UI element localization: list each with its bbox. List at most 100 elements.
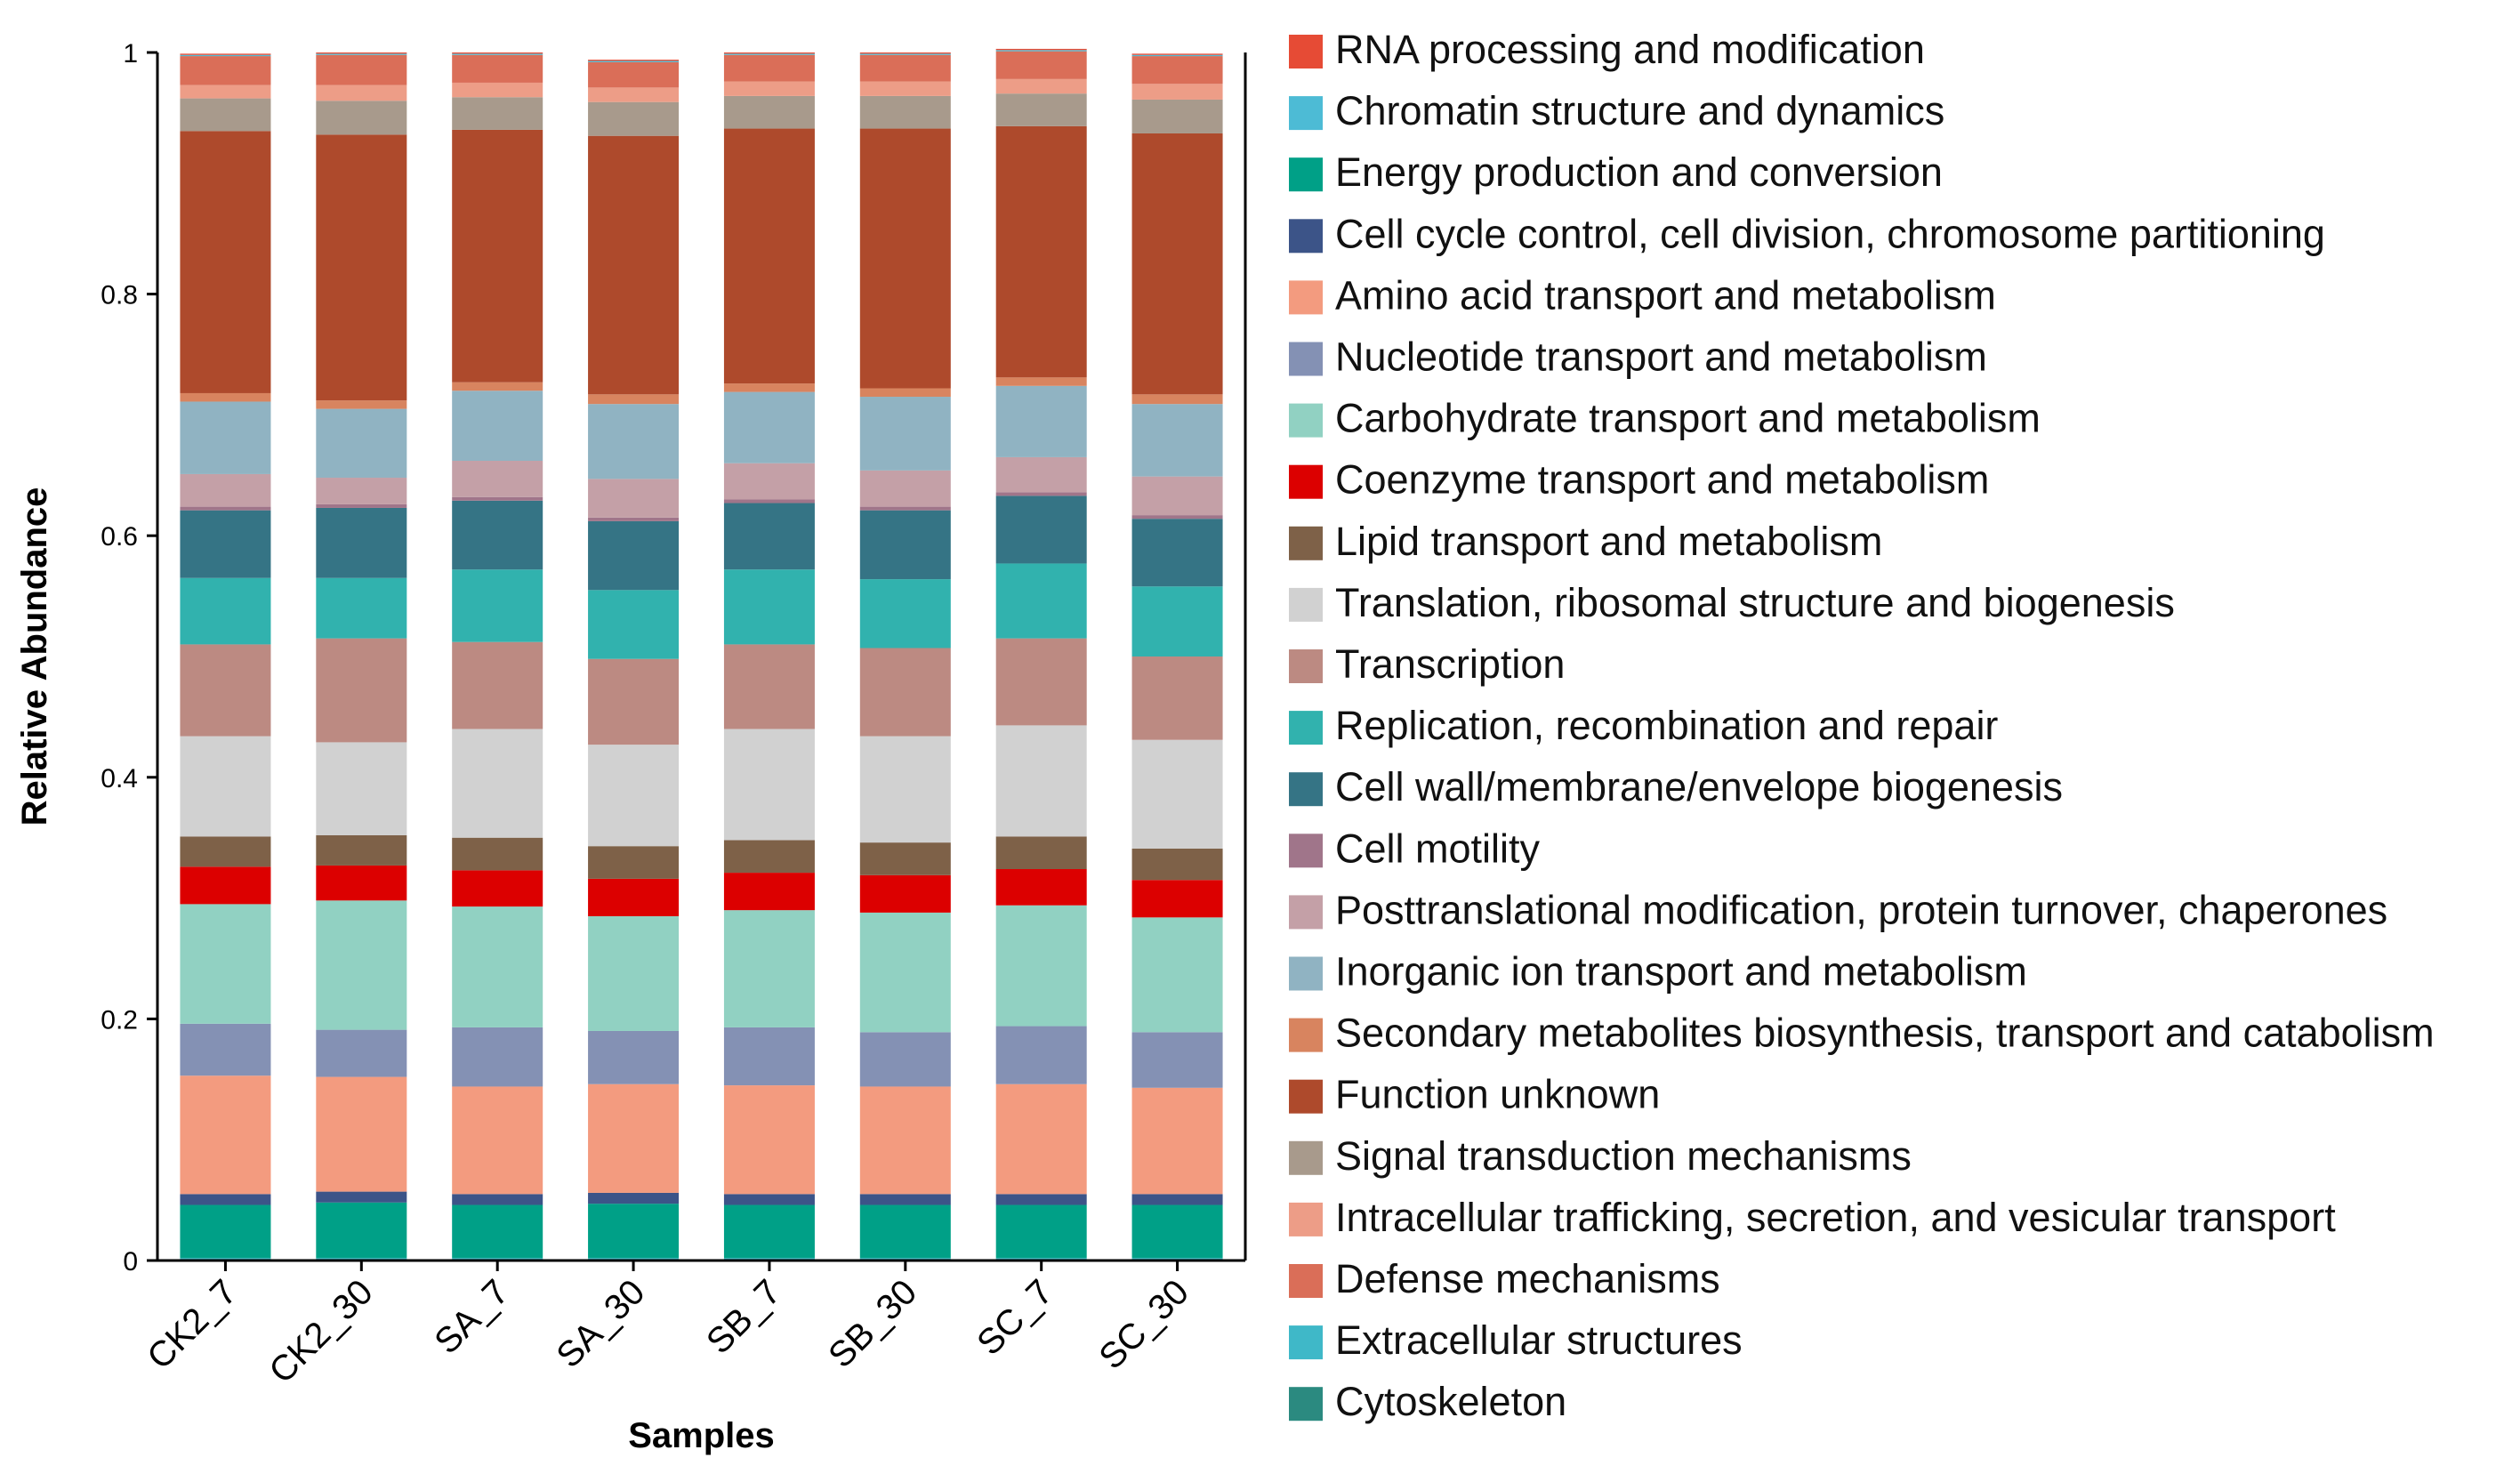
bar-segment-SA_7-6: [452, 906, 543, 1027]
bar-segment-SB_7-5: [723, 1027, 815, 1086]
bar-segment-CK2_30-21: [316, 53, 407, 55]
bar-segment-CK2_30-7: [316, 865, 407, 901]
bar-segment-CK2_30-3: [316, 1191, 407, 1203]
bar-segment-SB_7-7: [723, 873, 815, 911]
legend-item: Secondary metabolites biosynthesis, tran…: [1289, 1011, 2435, 1056]
legend-label: Translation, ribosomal structure and bio…: [1335, 580, 2175, 625]
bar-segment-CK2_7-1: [180, 1258, 271, 1260]
y-tick-label: 0.6: [101, 522, 138, 552]
bar-segment-SC_30-5: [1131, 1032, 1223, 1088]
bar-segment-SB_7-16: [723, 383, 815, 392]
bar-segment-SA_7-3: [452, 1194, 543, 1205]
bar-stack-CK2_7: [180, 53, 271, 1261]
x-tick-label: SB_30: [821, 1272, 924, 1375]
bar-segment-SC_7-21: [995, 50, 1087, 52]
bar-segment-SB_7-21: [723, 53, 815, 55]
bar-segment-SB_30-4: [859, 1086, 951, 1195]
bar-segment-SC_7-12: [995, 495, 1087, 564]
bar-segment-CK2_30-8: [316, 834, 407, 866]
legend-swatch: [1289, 834, 1323, 868]
legend-label: Signal transduction mechanisms: [1335, 1133, 1912, 1179]
bar-segment-SB_7-19: [723, 81, 815, 96]
bar-segment-CK2_7-3: [180, 1194, 271, 1205]
bar-segment-SC_30-1: [1131, 1258, 1223, 1260]
legend-swatch: [1289, 464, 1323, 499]
bar-segment-CK2_30-15: [316, 408, 407, 479]
bar-stack-SC_30: [1131, 53, 1223, 1261]
bar-segment-SC_30-8: [1131, 848, 1223, 881]
legend-swatch: [1289, 1264, 1323, 1298]
bars-layer: [180, 48, 1223, 1261]
bar-segment-SA_7-18: [452, 97, 543, 130]
bar-segment-CK2_7-10: [180, 644, 271, 737]
bar-segment-SC_7-1: [995, 1258, 1087, 1260]
bar-segment-SA_7-14: [452, 461, 543, 497]
bar-segment-CK2_30-12: [316, 507, 407, 578]
bar-segment-SB_30-1: [859, 1258, 951, 1260]
bar-segment-SC_30-2: [1131, 1204, 1223, 1259]
bar-segment-SB_30-19: [859, 81, 951, 96]
legend-item: Chromatin structure and dynamics: [1289, 88, 1944, 133]
bar-segment-SA_30-20: [588, 61, 680, 88]
legend-item: Cytoskeleton: [1289, 1379, 1566, 1424]
bar-segment-SC_30-18: [1131, 99, 1223, 133]
legend-swatch: [1289, 526, 1323, 560]
bar-segment-SB_7-14: [723, 463, 815, 500]
bar-segment-CK2_7-13: [180, 506, 271, 511]
legend-swatch: [1289, 403, 1323, 438]
bar-segment-SB_30-8: [859, 842, 951, 875]
legend-swatch: [1289, 280, 1323, 315]
bar-segment-CK2_7-20: [180, 56, 271, 85]
bar-segment-SC_30-14: [1131, 476, 1223, 516]
legend-item: Cell motility: [1289, 826, 1541, 871]
bar-segment-SC_7-6: [995, 905, 1087, 1027]
bar-stack-SC_7: [995, 48, 1087, 1261]
y-tick-label: 0.2: [101, 1005, 138, 1035]
bar-segment-SA_7-4: [452, 1086, 543, 1195]
legend-label: Inorganic ion transport and metabolism: [1335, 949, 2027, 995]
bar-segment-SC_7-11: [995, 563, 1087, 639]
legend-label: Extracellular structures: [1335, 1317, 1743, 1363]
legend-label: Function unknown: [1335, 1072, 1660, 1117]
bar-segment-SB_7-12: [723, 503, 815, 570]
bar-segment-SC_7-3: [995, 1194, 1087, 1205]
bar-segment-SC_7-14: [995, 456, 1087, 493]
bar-segment-SB_30-14: [859, 470, 951, 507]
bar-segment-SA_7-11: [452, 569, 543, 642]
bar-segment-SC_30-11: [1131, 586, 1223, 656]
x-axis-title: Samples: [628, 1416, 775, 1455]
bar-segment-CK2_7-15: [180, 401, 271, 474]
legend-label: Amino acid transport and metabolism: [1335, 272, 1996, 318]
bar-segment-CK2_30-4: [316, 1076, 407, 1192]
legend-item: Function unknown: [1289, 1072, 1660, 1117]
bar-segment-SA_7-2: [452, 1204, 543, 1259]
bar-segment-SC_7-17: [995, 125, 1087, 378]
bar-segment-SC_30-21: [1131, 54, 1223, 57]
bar-segment-CK2_7-6: [180, 904, 271, 1024]
bar-segment-SA_30-9: [588, 745, 680, 847]
bar-segment-SA_30-15: [588, 404, 680, 479]
legend-swatch: [1289, 1387, 1323, 1422]
bar-segment-SC_7-18: [995, 93, 1087, 126]
y-ticks: 0 0.2 0.4 0.6 0.8 1: [101, 39, 157, 1277]
bar-segment-CK2_7-16: [180, 392, 271, 402]
bar-segment-SB_30-5: [859, 1032, 951, 1087]
bar-segment-SB_7-6: [723, 910, 815, 1027]
bar-segment-SC_30-12: [1131, 519, 1223, 587]
bar-segment-SA_30-19: [588, 87, 680, 102]
bar-segment-SC_30-22: [1131, 53, 1223, 55]
x-tick-label: SA_30: [549, 1272, 652, 1375]
bar-segment-SB_7-4: [723, 1085, 815, 1195]
x-tick-label: CK2_7: [140, 1272, 245, 1377]
legend-swatch: [1289, 772, 1323, 807]
bar-segment-SA_7-16: [452, 382, 543, 391]
legend-label: Cell motility: [1335, 826, 1541, 871]
bar-segment-SC_30-19: [1131, 84, 1223, 100]
bar-segment-SA_7-15: [452, 391, 543, 461]
legend-item: Defense mechanisms: [1289, 1256, 1720, 1301]
bar-segment-SA_30-5: [588, 1030, 680, 1084]
bar-segment-SC_30-15: [1131, 404, 1223, 477]
bar-segment-SB_30-20: [859, 54, 951, 82]
legend-label: Lipid transport and metabolism: [1335, 519, 1882, 564]
bar-segment-SB_30-18: [859, 95, 951, 129]
